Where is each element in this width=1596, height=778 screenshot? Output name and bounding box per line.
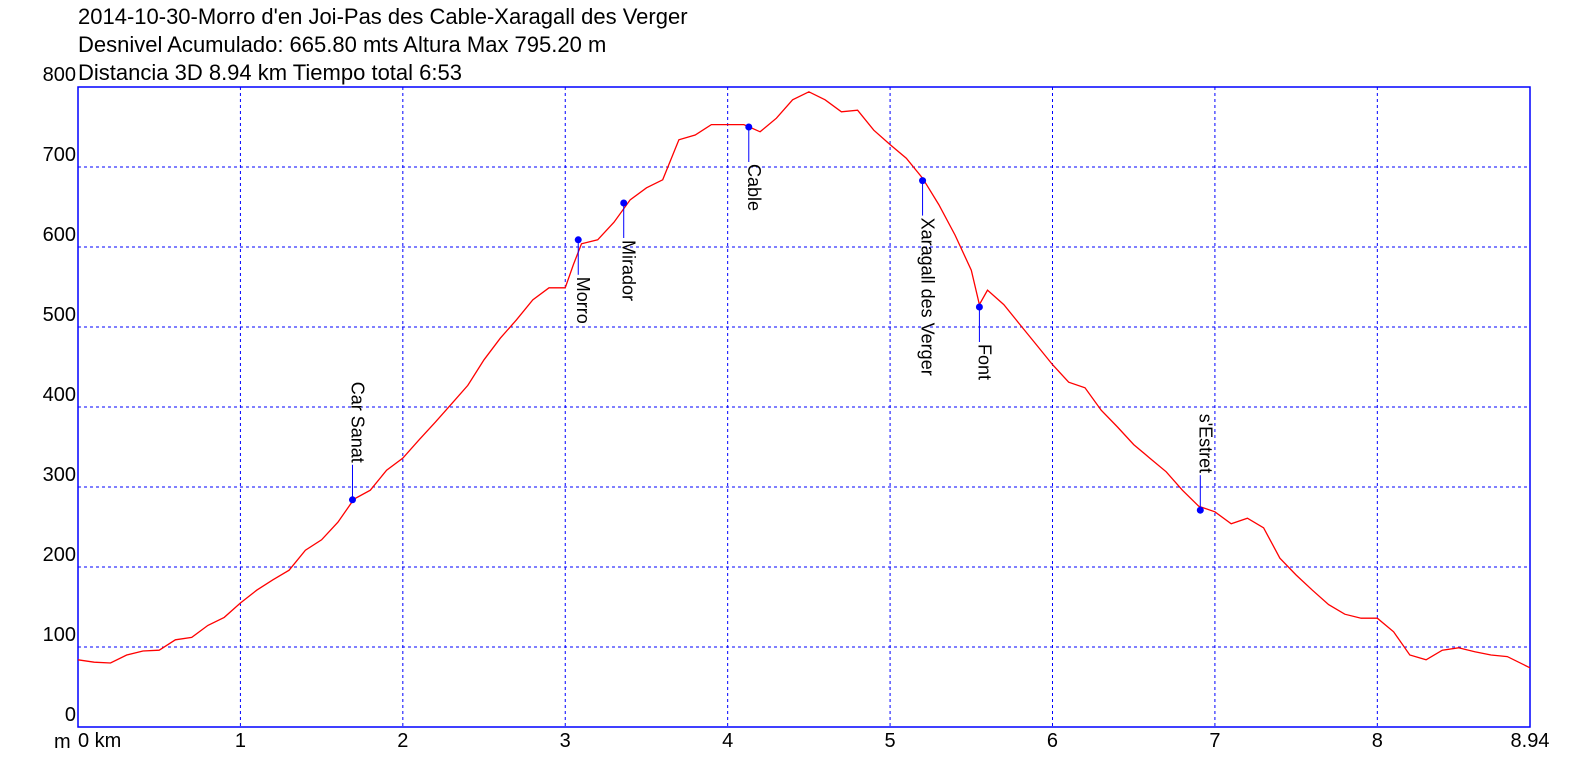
- y-axis-label: m: [54, 731, 71, 753]
- waypoint: [348, 496, 356, 504]
- title-line: Distancia 3D 8.94 km Tiempo total 6:53: [78, 60, 462, 85]
- waypoint-label: Morro: [573, 277, 593, 324]
- x-tick-label: 5: [885, 730, 896, 752]
- y-tick-label: 100: [43, 624, 76, 646]
- waypoint: [574, 236, 582, 244]
- y-tick-label: 500: [43, 304, 76, 326]
- y-tick-label: 400: [43, 384, 76, 406]
- waypoint: [919, 177, 927, 185]
- y-tick-label: 600: [43, 224, 76, 246]
- y-tick-label: 800: [43, 64, 76, 86]
- title-line: 2014-10-30-Morro d'en Joi-Pas des Cable-…: [78, 4, 688, 29]
- plot-frame: [77, 86, 1531, 728]
- title-line: Desnivel Acumulado: 665.80 mts Altura Ma…: [78, 32, 606, 57]
- waypoint: [1196, 506, 1204, 514]
- x-tick-label: 2: [397, 730, 408, 752]
- y-tick-label: 700: [43, 144, 76, 166]
- waypoint-label: Xaragall des Verger: [918, 218, 938, 376]
- waypoint: [975, 303, 983, 311]
- waypoint-label: Cable: [744, 164, 764, 211]
- y-tick-label: 0: [65, 704, 76, 726]
- x-tick-label: 6: [1047, 730, 1058, 752]
- x-tick-label: 8.94: [1511, 730, 1550, 752]
- x-tick-label: 4: [722, 730, 733, 752]
- y-tick-label: 200: [43, 544, 76, 566]
- x-tick-label: 3: [560, 730, 571, 752]
- x-tick-label: 0 km: [78, 730, 121, 752]
- waypoint: [745, 123, 753, 131]
- x-tick-label: 1: [235, 730, 246, 752]
- x-tick-label: 7: [1209, 730, 1220, 752]
- waypoint-label: Mirador: [619, 240, 639, 301]
- y-tick-label: 300: [43, 464, 76, 486]
- waypoint-label: s'Estret: [1195, 414, 1215, 473]
- waypoint-label: Font: [974, 344, 994, 380]
- x-tick-label: 8: [1372, 730, 1383, 752]
- elevation-line: [77, 91, 1531, 669]
- waypoint-label: Car Sanat: [347, 382, 367, 463]
- waypoint: [620, 199, 628, 207]
